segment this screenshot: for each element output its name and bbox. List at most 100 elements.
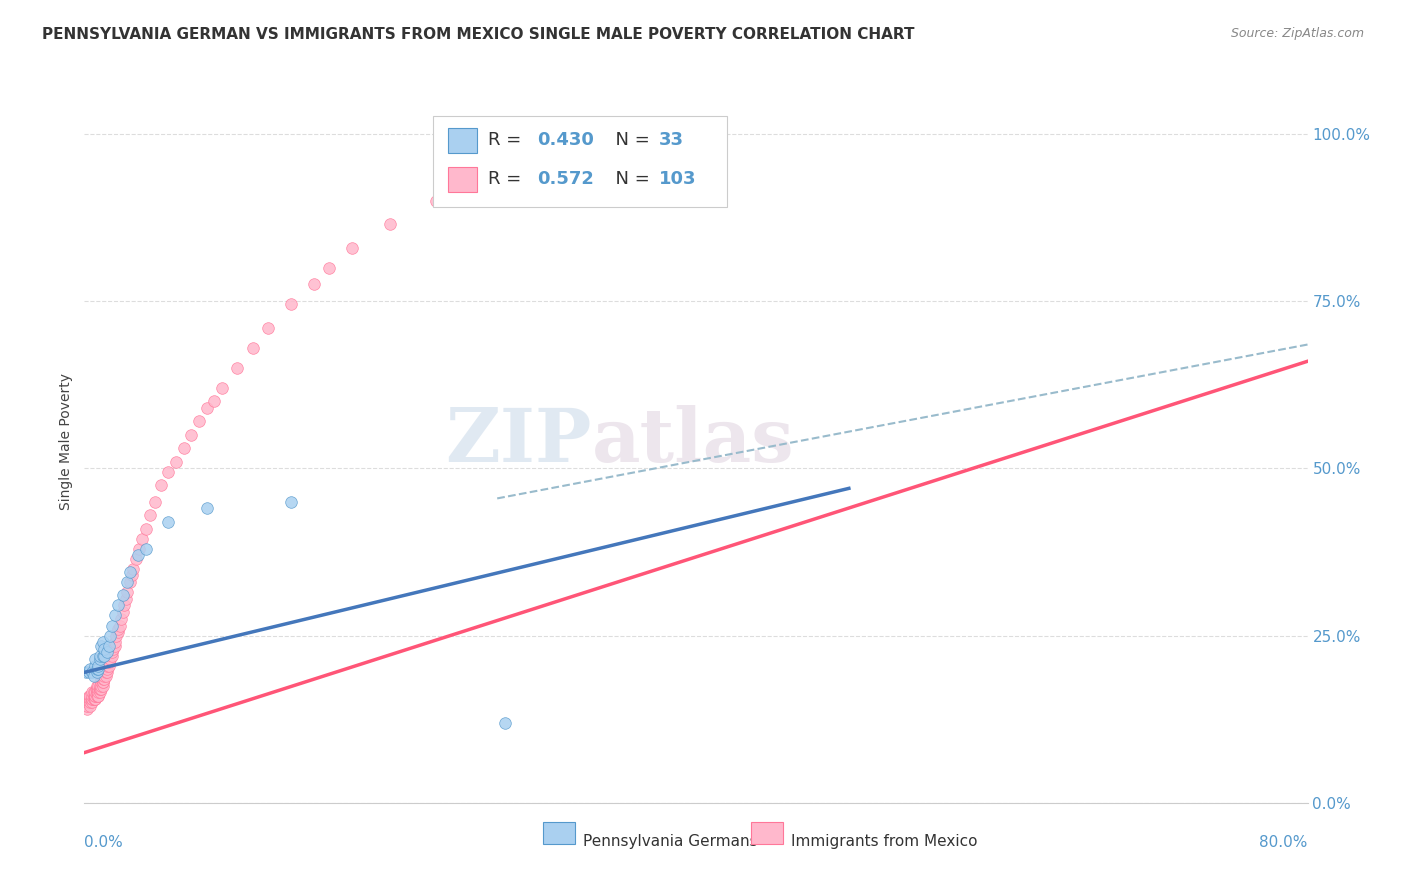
Point [79,692,101,706]
Point [76,698,98,713]
Point [87,658,110,673]
Point [77,689,100,703]
Point [202,394,225,409]
Point [157,515,180,529]
Point [94,662,117,676]
Point [84,689,107,703]
Point [98,652,121,666]
Point [80,692,103,706]
Point [86,679,108,693]
Point [121,568,143,582]
Point [83,689,105,703]
Point [280,494,302,508]
Point [90,679,112,693]
Point [96,662,118,676]
Point [94,669,117,683]
Point [96,658,118,673]
Point [79,698,101,713]
Text: 0.572: 0.572 [537,170,593,188]
Point [90,639,112,653]
Point [195,501,218,516]
FancyBboxPatch shape [543,822,575,844]
Point [86,685,108,699]
Point [302,277,325,292]
Point [112,599,135,613]
Point [340,241,363,255]
Point [105,628,128,642]
FancyBboxPatch shape [751,822,783,844]
Text: 0.0%: 0.0% [84,835,124,850]
Point [87,681,110,696]
Point [94,665,117,680]
Point [115,585,138,599]
Point [93,669,115,683]
Point [80,692,103,706]
Point [77,696,100,710]
Point [97,639,120,653]
Y-axis label: Single Male Poverty: Single Male Poverty [59,373,73,510]
Point [143,494,166,508]
Point [104,639,127,653]
Point [93,642,115,657]
Point [84,689,107,703]
Point [114,591,136,606]
Point [502,161,524,175]
Point [111,605,134,619]
Point [84,692,107,706]
FancyBboxPatch shape [433,117,727,207]
Point [107,625,129,640]
Point [76,696,98,710]
Point [257,321,280,335]
Point [101,618,124,632]
Text: Source: ZipAtlas.com: Source: ZipAtlas.com [1230,27,1364,40]
Point [91,635,114,649]
Point [91,672,114,686]
Point [80,685,103,699]
Point [76,702,98,716]
Point [101,648,124,663]
Point [127,548,149,563]
Point [91,675,114,690]
Point [87,689,110,703]
Point [80,696,103,710]
Point [107,599,129,613]
Point [84,658,107,673]
Point [104,608,127,623]
Point [77,665,100,680]
Point [83,669,105,683]
Point [87,689,110,703]
Text: atlas: atlas [592,405,794,478]
Point [211,381,233,395]
Point [97,658,120,673]
Text: 103: 103 [659,170,697,188]
Point [120,565,142,579]
Point [75,665,97,680]
Point [97,655,120,669]
Point [87,679,110,693]
Point [83,692,105,706]
Text: 0.430: 0.430 [537,131,593,149]
Text: N =: N = [605,131,655,149]
Point [120,575,142,590]
Point [425,194,447,208]
Point [93,665,115,680]
Point [75,692,97,706]
Point [149,478,172,492]
Point [87,662,110,676]
Point [80,665,103,680]
Point [96,645,118,659]
Point [91,679,114,693]
Point [89,652,111,666]
Point [89,681,111,696]
Point [111,589,134,603]
Point [128,541,150,556]
Text: ZIP: ZIP [446,405,592,478]
Point [96,665,118,680]
Point [90,675,112,690]
Point [135,521,157,535]
Point [93,648,115,663]
Point [318,260,340,275]
Text: Immigrants from Mexico: Immigrants from Mexico [792,834,979,849]
Point [91,648,114,663]
Point [101,645,124,659]
